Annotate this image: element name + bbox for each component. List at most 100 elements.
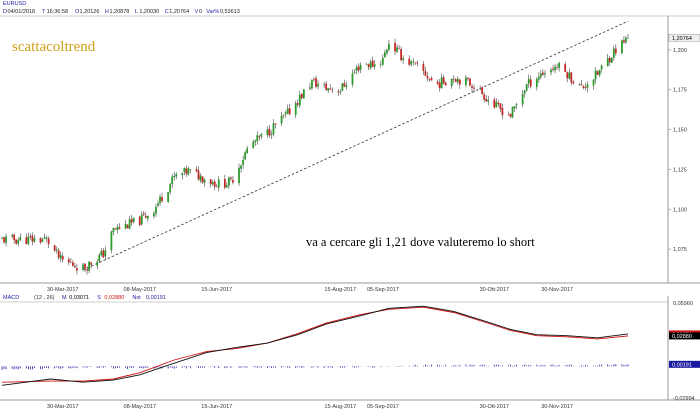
candle-body <box>209 179 212 185</box>
candle-body <box>341 83 344 91</box>
candle-body <box>217 179 220 188</box>
candle-body <box>438 82 441 88</box>
info-field-value: 1,20764 <box>169 9 189 15</box>
candle-body <box>497 102 500 105</box>
candle-body <box>410 61 413 65</box>
x-tick-label: 05-Sep-2017 <box>367 287 399 293</box>
candle-body <box>525 84 528 91</box>
candle-body <box>232 179 234 183</box>
price-panel: 1,075 1,100 1,125 1,150 1,175 1,200 1,20764 s… <box>0 15 700 293</box>
candle-body <box>296 103 299 105</box>
watermark-text: scattacoltrend <box>12 39 96 55</box>
candle-body <box>258 136 261 138</box>
candle-body <box>153 213 155 217</box>
macd-value-label: 0,02880 <box>672 334 692 340</box>
candle-body <box>98 254 101 261</box>
ohlc-info-line: D 04/01/2018 T 16:36:58 O 1,20126 H 1,20878 L 1,2… <box>3 9 240 15</box>
candle-body <box>118 227 121 229</box>
candle-body <box>539 73 542 77</box>
candle-body <box>19 237 22 241</box>
candle-body <box>323 84 326 85</box>
candle-body <box>554 66 556 71</box>
candle-body <box>53 245 56 251</box>
candle-body <box>359 64 362 70</box>
candle-body <box>84 263 86 269</box>
candle-body <box>27 236 30 244</box>
x-tick-label: 15-Aug-2017 <box>324 287 356 293</box>
x-tick-label: 15-Jun-2017 <box>201 404 232 410</box>
macd-signal-line <box>1 306 629 383</box>
candle-body <box>55 249 58 251</box>
candle-body <box>452 79 455 81</box>
candle-body <box>550 69 552 73</box>
candle-body <box>586 84 589 88</box>
candle-body <box>442 77 445 84</box>
candle-body <box>288 108 291 115</box>
candle-body <box>284 112 287 115</box>
candle-body <box>274 123 277 125</box>
candle-body <box>566 72 569 79</box>
candle-body <box>167 192 170 202</box>
candle-body <box>5 236 7 243</box>
candle-body <box>511 106 514 118</box>
candle-body <box>473 87 475 89</box>
x-tick-label: 15-Jun-2017 <box>201 287 232 293</box>
candle-body <box>396 47 398 52</box>
candle-body <box>558 63 561 68</box>
candle-body <box>365 64 368 65</box>
macd-legend-value: 0,03071 <box>69 295 89 301</box>
x-tick-label: 08-May-2017 <box>124 287 156 293</box>
candle-body <box>513 106 516 109</box>
candle-body <box>614 48 617 54</box>
candle-body <box>402 58 405 61</box>
candle-body <box>329 88 332 90</box>
candle-body <box>627 38 629 39</box>
candle-body <box>394 42 396 52</box>
candle-body <box>128 219 131 229</box>
info-field-label: D <box>3 9 7 15</box>
candle-body <box>592 79 595 86</box>
candle-body <box>183 167 186 172</box>
price-tick-label: 1,100 <box>673 207 687 213</box>
macd-main-line <box>1 305 629 386</box>
candle-body <box>523 90 526 94</box>
candle-body <box>337 91 340 93</box>
macd-header: MACD (12 , 26) M 0,03071 S 0,02880 Nst 0,00191 <box>3 295 166 301</box>
candle-body <box>242 159 244 165</box>
candle-body <box>313 78 315 80</box>
candle-body <box>485 98 488 102</box>
candle-body <box>353 71 356 73</box>
candle-body <box>311 79 313 89</box>
candle-body <box>90 262 93 265</box>
candle-body <box>529 79 532 87</box>
candle-body <box>132 217 135 222</box>
candle-body <box>57 250 60 258</box>
candle-body <box>25 237 28 245</box>
candle-body <box>339 91 342 93</box>
symbol-label: EURUSD <box>3 1 26 7</box>
x-tick-label: 15-Aug-2017 <box>324 404 356 410</box>
price-x-axis-ticks: 30-Mar-2017 08-May-2017 15-Jun-2017 15-Aug-… <box>47 287 573 293</box>
candle-body <box>268 128 271 136</box>
info-field-label: Var% <box>206 9 219 15</box>
trendline-line <box>82 20 629 271</box>
price-tick-label: 1,075 <box>673 247 687 253</box>
candle-body <box>582 86 585 88</box>
price-tick-label: 1,200 <box>673 48 687 54</box>
candle-body <box>225 185 228 188</box>
candle-body <box>570 72 573 83</box>
candle-body <box>481 87 484 95</box>
candle-body <box>272 123 275 135</box>
candle-body <box>351 73 354 85</box>
candle-body <box>266 129 269 135</box>
macd-value-label: 0,00191 <box>672 362 692 368</box>
candle-body <box>436 81 439 84</box>
candle-body <box>610 57 613 63</box>
candle-body <box>325 83 328 90</box>
info-field-label: C <box>165 9 169 15</box>
candle-body <box>345 85 348 88</box>
macd-legend-label: Nst <box>132 295 141 301</box>
macd-x-axis-ticks: 30-Mar-2017 08-May-2017 15-Jun-2017 15-Aug-… <box>47 404 573 410</box>
candle-body <box>458 79 461 85</box>
